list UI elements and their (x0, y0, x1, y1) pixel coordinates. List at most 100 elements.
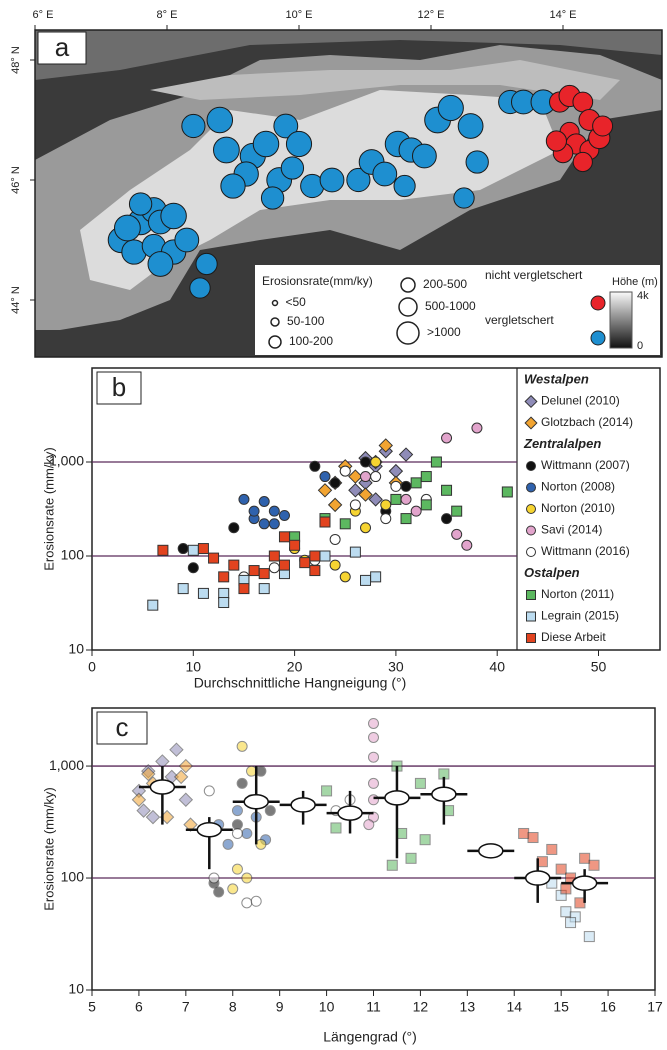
data-point (556, 864, 566, 874)
data-point (519, 828, 529, 838)
summary-mean (432, 787, 456, 801)
site (161, 203, 186, 228)
x-tick-label: 12° E (417, 9, 444, 21)
legend-label: Norton (2010) (541, 501, 615, 515)
data-point (589, 860, 599, 870)
data-point (209, 553, 219, 563)
data-point (340, 572, 350, 582)
data-point (232, 828, 242, 838)
data-point (229, 560, 239, 570)
data-point (320, 517, 330, 527)
data-point (547, 844, 557, 854)
legend-label: Diese Arbeit (541, 630, 606, 644)
legend-group-title: Ostalpen (524, 565, 580, 580)
site (320, 168, 344, 192)
data-point (330, 560, 340, 570)
data-point (148, 600, 158, 610)
x-tick-label: 8 (229, 999, 237, 1015)
data-point (415, 778, 425, 788)
data-point (566, 918, 576, 928)
data-point (442, 433, 452, 443)
data-point (421, 472, 431, 482)
data-point (265, 806, 275, 816)
data-point (188, 545, 198, 555)
data-point (198, 588, 208, 598)
legend-class-label: 50-100 (287, 314, 325, 328)
site (394, 175, 415, 196)
data-point (269, 563, 279, 573)
data-point (330, 478, 340, 488)
site (573, 92, 593, 112)
summary-mean (573, 876, 597, 890)
panel-label: a (55, 32, 70, 62)
legend-swatch (527, 462, 536, 471)
data-point (279, 532, 289, 542)
site (253, 131, 278, 156)
site (261, 187, 283, 209)
data-point (369, 778, 379, 788)
data-point (209, 873, 219, 883)
legend-label: Norton (2008) (541, 480, 615, 494)
site (221, 174, 245, 198)
legend-swatch (527, 634, 536, 643)
site (466, 151, 488, 173)
legend-class-label: 200-500 (423, 277, 467, 291)
site (190, 278, 210, 298)
x-tick-label: 10 (319, 999, 335, 1015)
x-tick-label: 20 (287, 659, 303, 675)
data-point (242, 873, 252, 883)
site (546, 131, 566, 151)
data-point (232, 864, 242, 874)
data-point (452, 529, 462, 539)
data-point (369, 795, 379, 805)
site (593, 116, 613, 136)
x-axis-title: Durchschnittliche Hangneigung (°) (194, 675, 407, 691)
legend-size-symbol (271, 318, 279, 326)
figure: a b Erosionsrate (mm/ky) Durchschnittlic… (0, 0, 667, 1050)
data-point (219, 598, 229, 608)
data-point (340, 519, 350, 529)
summary-mean (526, 871, 550, 885)
site (438, 95, 463, 120)
summary-mean (385, 791, 409, 805)
legend-size-symbol (399, 298, 417, 316)
data-point (259, 569, 269, 579)
x-axis-title: Längengrad (°) (323, 1029, 417, 1045)
data-point (472, 423, 482, 433)
data-point (259, 519, 269, 529)
y-tick-label: 10 (68, 981, 84, 997)
data-point (371, 457, 381, 467)
data-point (249, 506, 259, 516)
legend-label: Savi (2014) (541, 523, 602, 537)
y-tick-label: 46° N (10, 166, 22, 194)
data-point (290, 540, 300, 550)
data-point (350, 547, 360, 557)
x-tick-label: 9 (276, 999, 284, 1015)
data-point (251, 896, 261, 906)
data-point (401, 494, 411, 504)
data-point (580, 853, 590, 863)
data-point (452, 506, 462, 516)
data-point (320, 551, 330, 561)
summary-mean (479, 844, 503, 858)
y-tick-label: 48° N (10, 46, 22, 74)
data-point (219, 588, 229, 598)
y-tick-label: 1,000 (49, 453, 84, 469)
legend-entry: nicht vergletschert (485, 268, 593, 300)
y-axis-title: Erosionsrate (mm/ky) (41, 787, 56, 911)
legend-group-title: Zentralalpen (523, 436, 601, 451)
x-tick-label: 14 (506, 999, 522, 1015)
data-point (310, 566, 320, 576)
site (373, 162, 397, 186)
x-tick-label: 13 (460, 999, 476, 1015)
legend-swatch (591, 331, 605, 345)
legend-size-symbol (401, 278, 415, 292)
data-point (371, 472, 381, 482)
legend-class-label: >1000 (427, 325, 461, 339)
legend-label: Wittmann (2007) (541, 458, 630, 472)
data-point (331, 823, 341, 833)
data-point (361, 457, 371, 467)
panel-label: c (116, 712, 129, 742)
data-point (188, 563, 198, 573)
x-tick-label: 0 (88, 659, 96, 675)
